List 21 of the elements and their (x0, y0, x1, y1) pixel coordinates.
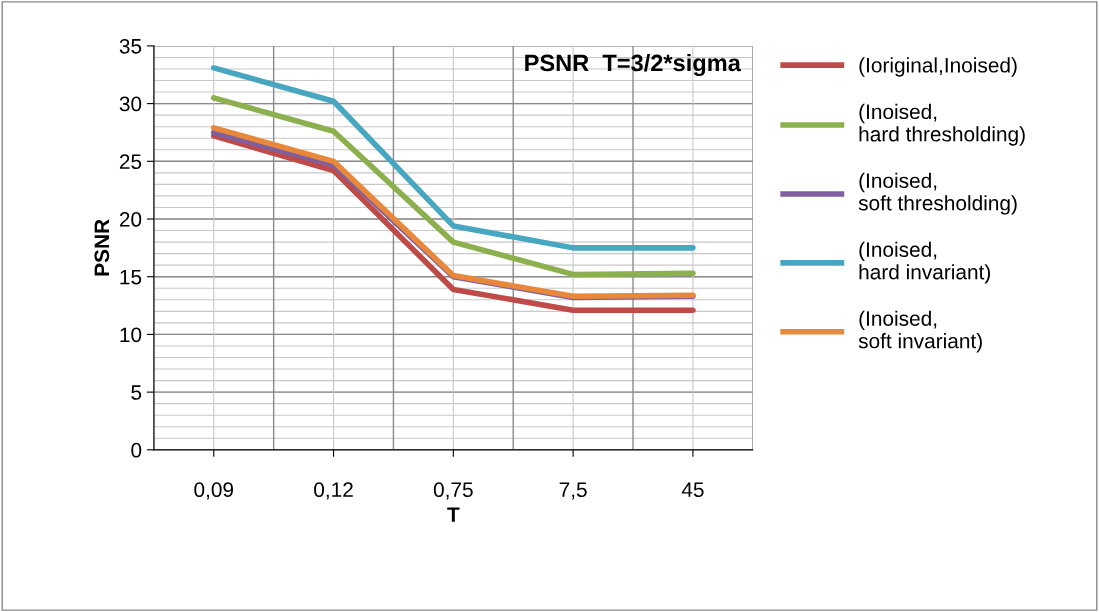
x-tick-label: 0,09 (194, 482, 234, 500)
chart-title: PSNR T=3/2*sigma (525, 53, 741, 77)
legend-label: (Inoised, hard thresholding) (859, 103, 1025, 146)
x-tick-label: 7,5 (559, 482, 587, 500)
y-tick-label: 10 (120, 327, 142, 343)
y-tick-label: 20 (119, 212, 142, 227)
legend-label: (Ioriginal,Inoised) (859, 57, 1017, 77)
x-axis-title: T (447, 507, 460, 522)
x-tick-label: 0,12 (314, 482, 353, 500)
y-tick-label: 30 (119, 96, 142, 112)
legend-label: (Inoised, hard invariant) (859, 241, 990, 284)
x-tick-label: 45 (681, 482, 704, 498)
y-tick-label: 0 (131, 442, 142, 458)
y-tick-label: 5 (131, 385, 142, 400)
y-tick-label: 15 (120, 269, 142, 285)
legend-label: (Inoised, soft thresholding) (858, 172, 1017, 215)
y-tick-label: 25 (119, 154, 142, 170)
y-axis-title: PSNR (94, 219, 110, 276)
y-tick-label: 35 (119, 38, 142, 54)
x-tick-label: 0,75 (433, 482, 473, 500)
legend-label: (Inoised, soft invariant) (858, 310, 982, 353)
